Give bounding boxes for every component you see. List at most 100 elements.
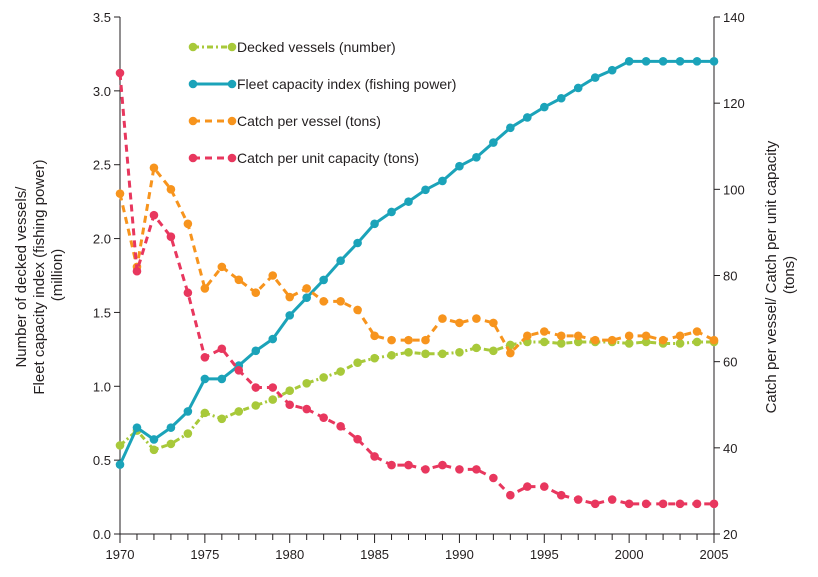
- data-point: [658, 499, 668, 509]
- data-point: [455, 161, 464, 171]
- right-y-tick-label: 100: [723, 182, 745, 197]
- right-y-tick-label: 40: [723, 441, 737, 456]
- data-point: [302, 284, 311, 293]
- data-point: [353, 358, 362, 367]
- right-y-tick-label: 140: [723, 10, 745, 25]
- data-point: [387, 460, 396, 470]
- left-axis-title-line-1: Number of decked vessels/: [13, 186, 30, 368]
- data-point: [234, 275, 244, 285]
- data-point: [506, 490, 515, 500]
- data-point: [183, 407, 193, 416]
- left-axis-title-line-3: (million): [49, 249, 66, 302]
- data-point: [353, 434, 362, 444]
- data-point: [472, 343, 481, 353]
- data-point: [370, 331, 379, 341]
- data-point: [404, 348, 413, 357]
- data-point: [370, 353, 379, 363]
- data-point: [268, 395, 278, 404]
- right-axis-title-line-2: (tons): [781, 256, 798, 294]
- data-point: [217, 262, 227, 272]
- left-y-tick-label: 2.5: [93, 158, 111, 173]
- data-point: [132, 423, 142, 432]
- series-2: [115, 57, 719, 469]
- data-point: [217, 414, 227, 424]
- series-layer: [115, 57, 719, 509]
- data-point: [115, 189, 125, 198]
- data-point: [234, 407, 244, 416]
- plot-frame: [119, 17, 715, 535]
- data-point: [166, 232, 176, 242]
- data-point: [421, 185, 430, 195]
- data-point: [556, 93, 566, 103]
- legend-item: Catch per unit capacity (tons): [188, 150, 419, 166]
- legend-swatch-marker: [227, 42, 237, 52]
- data-point: [455, 348, 464, 357]
- legend-swatch-marker: [227, 116, 237, 126]
- legend-label: Catch per unit capacity (tons): [237, 150, 419, 166]
- right-y-tick-label: 20: [723, 527, 737, 542]
- left-y-tick-label: 1.5: [93, 305, 111, 320]
- data-point: [556, 331, 566, 341]
- legend-label: Decked vessels (number): [237, 39, 396, 55]
- data-point: [132, 266, 142, 276]
- legend-swatch-marker: [188, 116, 198, 126]
- data-point: [166, 439, 176, 449]
- data-point: [539, 482, 549, 491]
- data-point: [319, 413, 328, 422]
- data-point: [692, 327, 702, 336]
- data-point: [421, 349, 430, 359]
- data-point: [573, 83, 583, 93]
- data-point: [472, 153, 481, 162]
- data-point: [709, 335, 719, 345]
- data-point: [251, 346, 261, 356]
- data-point: [336, 421, 345, 431]
- data-point: [217, 374, 227, 384]
- data-point: [472, 465, 481, 474]
- data-point: [285, 292, 295, 302]
- data-point: [421, 465, 430, 474]
- data-point: [200, 353, 210, 362]
- data-point: [556, 339, 566, 348]
- data-point: [590, 73, 600, 82]
- data-point: [115, 460, 125, 469]
- data-point: [251, 383, 261, 392]
- data-point: [624, 331, 634, 341]
- data-point: [489, 473, 498, 483]
- legend-item: Decked vessels (number): [188, 39, 396, 55]
- data-point: [641, 331, 651, 341]
- legend-swatch-marker: [188, 42, 198, 52]
- data-point: [607, 65, 617, 75]
- data-point: [539, 102, 549, 112]
- data-point: [149, 163, 159, 173]
- data-point: [166, 185, 176, 194]
- data-point: [183, 219, 193, 229]
- x-tick-label: 1970: [106, 547, 135, 562]
- data-point: [489, 138, 498, 147]
- data-point: [217, 344, 227, 354]
- data-point: [658, 335, 668, 345]
- data-point: [641, 499, 651, 509]
- left-y-tick-label: 1.0: [93, 379, 111, 394]
- data-point: [539, 337, 549, 347]
- data-point: [302, 293, 311, 302]
- data-point: [709, 57, 719, 66]
- data-point: [285, 400, 295, 410]
- data-point: [268, 383, 278, 392]
- data-point: [251, 401, 261, 410]
- left-axis-ticks: 0.0 0.5 1.0 1.5 2.0 2.5 3.0 3.5: [93, 10, 120, 542]
- data-point: [387, 350, 396, 360]
- legend-swatch-marker: [188, 153, 198, 163]
- right-y-tick-label: 80: [723, 269, 737, 284]
- left-y-tick-label: 0.0: [93, 527, 111, 542]
- data-point: [455, 465, 464, 474]
- data-point: [523, 331, 532, 341]
- left-y-tick-label: 3.0: [93, 84, 111, 99]
- data-point: [370, 219, 379, 229]
- data-point: [387, 207, 396, 217]
- data-point: [539, 327, 549, 336]
- data-point: [421, 335, 430, 345]
- x-tick-label: 1990: [445, 547, 474, 562]
- data-point: [455, 318, 464, 328]
- data-point: [404, 197, 413, 206]
